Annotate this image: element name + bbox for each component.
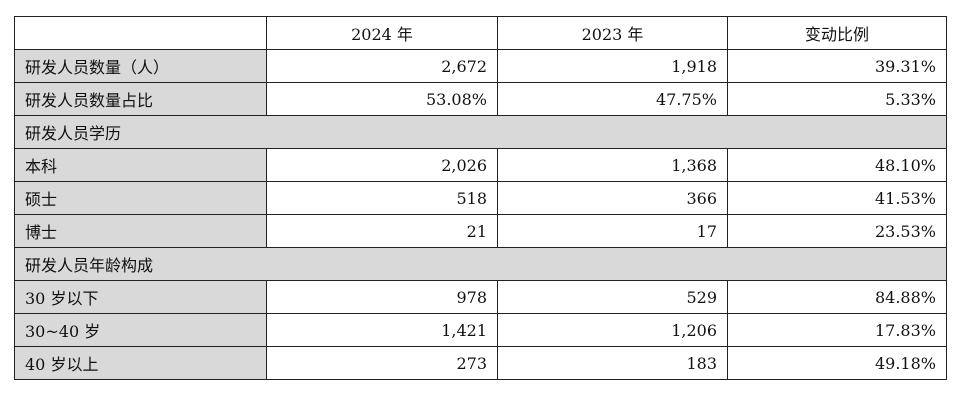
section-row: 研发人员学历 [14,115,947,149]
header-2024: 2024 年 [266,16,498,50]
value-2023: 1,206 [497,313,728,347]
value-change: 17.83% [727,313,947,347]
value-2024: 273 [266,346,498,380]
value-2024: 978 [266,280,498,314]
value-change: 49.18% [727,346,947,380]
table-row: 40 岁以上 273 183 49.18% [14,346,947,380]
header-2023: 2023 年 [497,16,728,50]
row-label: 本科 [14,148,267,182]
value-2023: 366 [497,181,728,215]
value-change: 23.53% [727,214,947,248]
value-2024: 518 [266,181,498,215]
table-row: 30 岁以下 978 529 84.88% [14,280,947,314]
header-corner [14,16,267,50]
value-2023: 1,918 [497,49,728,83]
row-label: 30 岁以下 [14,280,267,314]
header-change: 变动比例 [727,16,947,50]
row-label: 硕士 [14,181,267,215]
row-label: 研发人员数量占比 [14,82,267,116]
table-row: 研发人员数量（人） 2,672 1,918 39.31% [14,49,947,83]
value-2023: 529 [497,280,728,314]
row-label: 博士 [14,214,267,248]
value-2024: 2,026 [266,148,498,182]
table-row: 本科 2,026 1,368 48.10% [14,148,947,182]
value-2023: 47.75% [497,82,728,116]
section-title-education: 研发人员学历 [14,115,947,149]
table-row: 硕士 518 366 41.53% [14,181,947,215]
row-label: 30~40 岁 [14,313,267,347]
section-row: 研发人员年龄构成 [14,247,947,281]
value-change: 48.10% [727,148,947,182]
table-row: 30~40 岁 1,421 1,206 17.83% [14,313,947,347]
table-row: 博士 21 17 23.53% [14,214,947,248]
row-label: 40 岁以上 [14,346,267,380]
section-title-age: 研发人员年龄构成 [14,247,947,281]
value-2023: 183 [497,346,728,380]
value-change: 39.31% [727,49,947,83]
row-label: 研发人员数量（人） [14,49,267,83]
value-2024: 2,672 [266,49,498,83]
table-header-row: 2024 年 2023 年 变动比例 [14,16,947,50]
value-2024: 21 [266,214,498,248]
value-2023: 1,368 [497,148,728,182]
value-2023: 17 [497,214,728,248]
rd-staff-table: 2024 年 2023 年 变动比例 研发人员数量（人） 2,672 1,918… [14,16,947,380]
table-row: 研发人员数量占比 53.08% 47.75% 5.33% [14,82,947,116]
value-change: 84.88% [727,280,947,314]
value-change: 41.53% [727,181,947,215]
value-2024: 53.08% [266,82,498,116]
value-change: 5.33% [727,82,947,116]
value-2024: 1,421 [266,313,498,347]
